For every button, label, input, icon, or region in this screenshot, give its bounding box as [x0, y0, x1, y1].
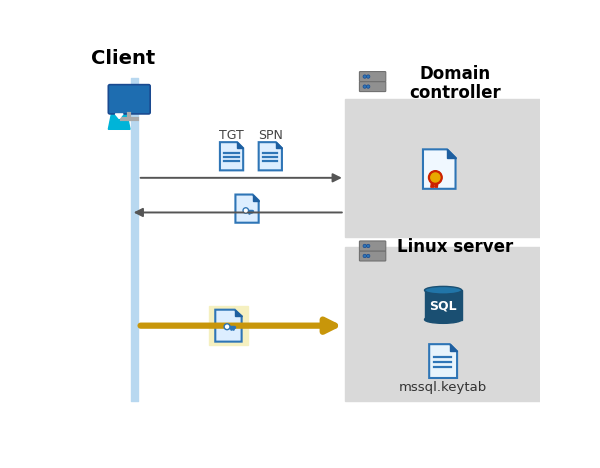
FancyBboxPatch shape — [344, 98, 540, 237]
Circle shape — [363, 254, 367, 258]
Polygon shape — [237, 142, 243, 148]
Polygon shape — [276, 142, 282, 148]
Circle shape — [113, 102, 125, 114]
Polygon shape — [215, 310, 242, 342]
Text: SQL: SQL — [430, 300, 457, 313]
Polygon shape — [253, 195, 259, 200]
Polygon shape — [115, 114, 123, 118]
Ellipse shape — [425, 315, 462, 323]
Circle shape — [431, 173, 440, 182]
FancyBboxPatch shape — [209, 307, 248, 345]
Polygon shape — [235, 195, 259, 223]
Circle shape — [243, 208, 248, 213]
Polygon shape — [431, 183, 434, 187]
Circle shape — [244, 209, 247, 212]
Text: Linux server: Linux server — [397, 238, 513, 256]
Ellipse shape — [425, 286, 462, 294]
Polygon shape — [235, 310, 242, 316]
FancyBboxPatch shape — [359, 241, 386, 251]
Text: SPN: SPN — [258, 129, 283, 142]
Circle shape — [363, 85, 367, 88]
Text: Domain
controller: Domain controller — [409, 65, 500, 102]
Circle shape — [367, 244, 370, 248]
Polygon shape — [220, 142, 243, 170]
Circle shape — [224, 324, 230, 329]
Circle shape — [428, 171, 442, 184]
FancyBboxPatch shape — [359, 72, 386, 81]
Circle shape — [367, 85, 370, 88]
Polygon shape — [259, 142, 282, 170]
Circle shape — [367, 254, 370, 258]
Polygon shape — [447, 149, 455, 158]
Circle shape — [363, 75, 367, 78]
Circle shape — [367, 75, 370, 78]
FancyBboxPatch shape — [359, 251, 386, 261]
Text: Client: Client — [91, 50, 155, 68]
Polygon shape — [423, 149, 455, 189]
FancyBboxPatch shape — [109, 85, 150, 114]
Polygon shape — [109, 114, 130, 129]
Text: TGT: TGT — [219, 129, 244, 142]
Polygon shape — [450, 344, 457, 351]
Polygon shape — [429, 344, 457, 378]
FancyBboxPatch shape — [344, 247, 540, 401]
Polygon shape — [434, 183, 438, 187]
FancyBboxPatch shape — [359, 81, 386, 92]
FancyBboxPatch shape — [425, 290, 462, 320]
Text: mssql.keytab: mssql.keytab — [399, 381, 487, 394]
Circle shape — [363, 244, 367, 248]
Circle shape — [226, 325, 229, 328]
